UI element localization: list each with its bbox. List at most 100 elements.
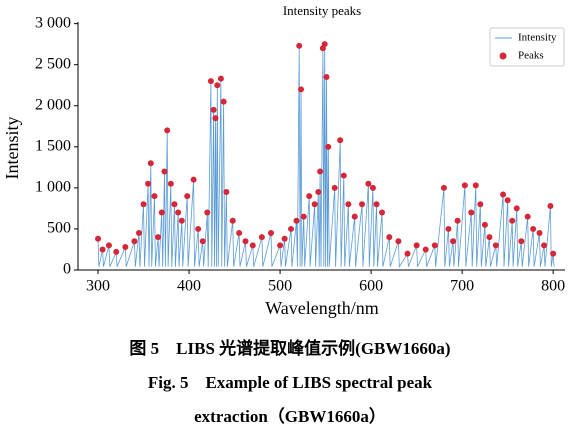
peak-marker <box>296 42 303 49</box>
peak-marker <box>199 238 206 245</box>
x-tick-label: 300 <box>86 278 110 295</box>
x-tick-label: 700 <box>450 278 474 295</box>
peak-marker <box>468 209 475 216</box>
peak-marker <box>184 193 191 200</box>
y-tick-label: 0 <box>63 261 71 278</box>
peak-marker <box>277 242 284 249</box>
peak-marker <box>212 115 219 122</box>
peak-marker <box>450 238 457 245</box>
peak-marker <box>345 201 352 208</box>
peak-marker <box>530 225 537 232</box>
intensity-line <box>97 44 555 269</box>
peak-marker <box>365 180 372 187</box>
x-tick-label: 500 <box>268 278 292 295</box>
peak-marker <box>122 244 129 251</box>
peak-marker <box>323 74 330 81</box>
peak-marker <box>422 246 429 253</box>
peak-marker <box>229 217 236 224</box>
peak-marker <box>315 188 322 195</box>
peak-marker <box>95 235 102 242</box>
peak-marker <box>204 209 211 216</box>
peak-marker <box>492 242 499 249</box>
peak-marker <box>541 242 548 249</box>
peak-marker <box>547 202 554 209</box>
peak-marker <box>306 193 313 200</box>
peak-marker <box>135 230 142 237</box>
peak-marker <box>147 160 154 167</box>
peak-marker <box>518 238 525 245</box>
peak-marker <box>404 250 411 257</box>
y-tick-label: 1 500 <box>35 137 71 154</box>
peak-marker <box>536 230 543 237</box>
peak-marker <box>217 75 224 82</box>
peak-marker <box>207 78 214 85</box>
peak-marker <box>513 205 520 212</box>
x-tick-label: 600 <box>359 278 383 295</box>
peak-marker <box>461 182 468 189</box>
peak-marker <box>311 201 318 208</box>
peak-marker <box>454 217 461 224</box>
peak-marker <box>167 180 174 187</box>
peak-marker <box>300 213 307 220</box>
peak-marker <box>258 234 265 241</box>
legend-marker <box>499 52 507 60</box>
peak-marker <box>317 168 324 175</box>
peak-marker <box>158 209 165 216</box>
y-tick-label: 3 000 <box>35 14 71 31</box>
peak-marker <box>431 242 438 249</box>
peak-marker <box>386 234 393 241</box>
peak-marker <box>524 213 531 220</box>
peak-marker <box>178 217 185 224</box>
peak-marker <box>504 197 511 204</box>
peak-marker <box>190 176 197 183</box>
peak-marker <box>131 238 138 245</box>
peak-marker <box>379 209 386 216</box>
peak-marker <box>440 184 447 191</box>
peak-marker <box>145 180 152 187</box>
x-tick-label: 400 <box>177 278 201 295</box>
peak-marker <box>359 201 366 208</box>
peak-marker <box>550 250 557 257</box>
peak-marker <box>395 238 402 245</box>
y-axis-label: Intensity <box>2 117 22 180</box>
peak-marker <box>509 217 516 224</box>
peak-marker <box>175 209 182 216</box>
y-tick-label: 500 <box>47 220 71 237</box>
y-tick-label: 2 000 <box>35 96 71 113</box>
peak-marker <box>161 168 168 175</box>
peak-marker <box>214 82 221 89</box>
caption: Fig. 5 Example of LIBS spectral peak <box>148 373 433 392</box>
peak-marker <box>155 234 162 241</box>
peak-marker <box>413 242 420 249</box>
peak-marker <box>220 98 227 105</box>
peak-marker <box>249 242 256 249</box>
y-tick-label: 1 000 <box>35 179 71 196</box>
peak-marker <box>337 137 344 144</box>
legend-label: Intensity <box>518 32 557 44</box>
peak-marker <box>486 234 493 241</box>
peak-marker <box>340 172 347 179</box>
peak-marker <box>288 225 295 232</box>
peak-marker <box>325 143 332 150</box>
peak-marker <box>472 182 479 189</box>
peak-marker <box>171 201 178 208</box>
peak-marker <box>267 230 274 237</box>
chart-title: Intensity peaks <box>283 3 361 18</box>
x-tick-label: 800 <box>541 278 565 295</box>
peak-marker <box>223 188 230 195</box>
peak-marker <box>113 248 120 255</box>
peak-marker <box>351 213 358 220</box>
caption: 图 5 LIBS 光谱提取峰值示例(GBW1660a) <box>129 338 450 358</box>
peak-marker <box>481 221 488 228</box>
peak-marker <box>331 184 338 191</box>
peak-marker <box>293 217 300 224</box>
peak-marker <box>373 201 380 208</box>
peak-marker <box>105 242 112 249</box>
caption: extraction（GBW1660a） <box>194 406 386 426</box>
peak-marker <box>477 201 484 208</box>
peak-marker <box>210 106 217 113</box>
peak-marker <box>445 225 452 232</box>
peak-marker <box>321 41 328 48</box>
